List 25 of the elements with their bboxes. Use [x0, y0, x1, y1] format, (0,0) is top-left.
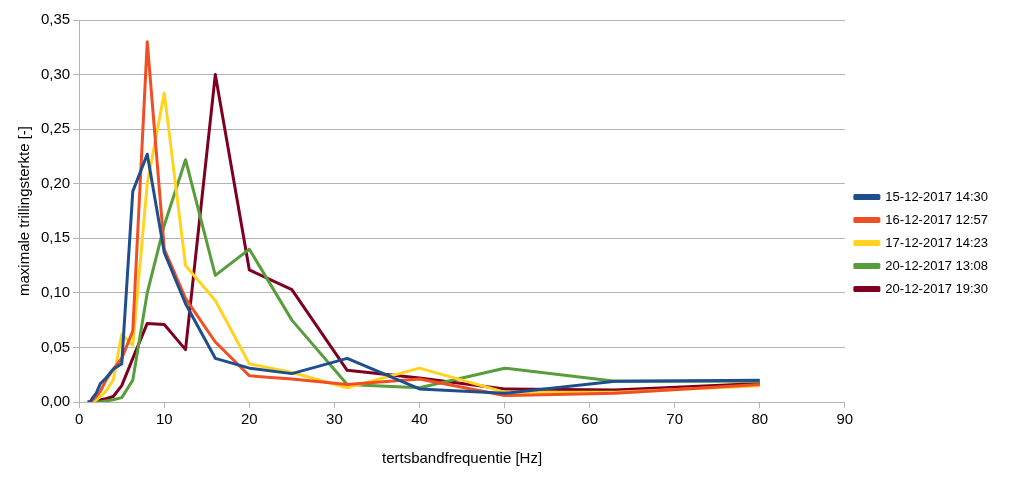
x-tick-label: 80 [751, 410, 769, 428]
legend-label: 17-12-2017 14:23 [885, 234, 989, 250]
y-tick-label: 0,10 [40, 283, 71, 300]
y-tick-label: 0,15 [40, 228, 71, 246]
x-tick-label: 30 [326, 410, 343, 428]
x-tick-label: 10 [155, 410, 173, 428]
x-tick-label: 0 [75, 410, 84, 428]
y-axis-title: maximale trillingsterkte [-] [15, 125, 33, 297]
legend-label: 20-12-2017 13:08 [885, 257, 989, 273]
x-axis-title: tertsbandfrequentie [Hz] [381, 449, 543, 467]
x-tick-label: 20 [241, 410, 258, 428]
y-tick-label: 0,00 [40, 392, 71, 410]
y-tick-label: 0,35 [40, 10, 71, 28]
x-tick-label: 40 [411, 410, 428, 428]
y-tick-label: 0,20 [40, 173, 71, 191]
x-tick-label: 70 [666, 410, 684, 428]
y-tick-label: 0,25 [40, 119, 71, 137]
x-tick-label: 90 [836, 410, 854, 428]
y-tick-label: 0,30 [40, 64, 71, 82]
legend-label: 16-12-2017 12:57 [885, 211, 989, 227]
legend-label: 15-12-2017 14:30 [885, 188, 989, 204]
x-tick-label: 60 [581, 410, 598, 428]
x-tick-label: 50 [496, 410, 513, 428]
legend-label: 20-12-2017 19:30 [885, 280, 989, 296]
y-tick-label: 0,05 [40, 337, 71, 355]
